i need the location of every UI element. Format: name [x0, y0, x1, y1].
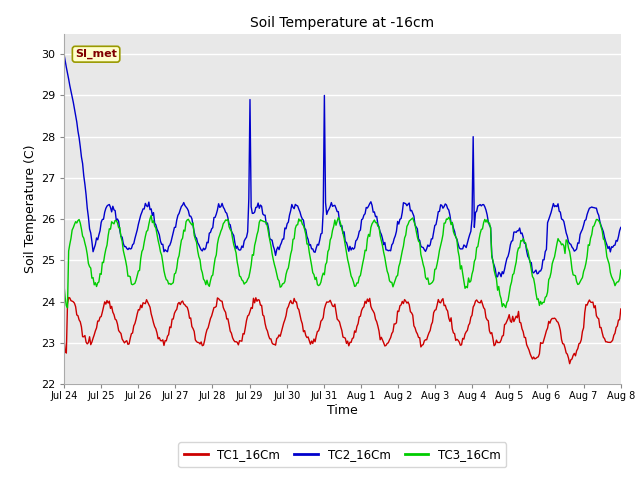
X-axis label: Time: Time — [327, 404, 358, 417]
Y-axis label: Soil Temperature (C): Soil Temperature (C) — [24, 144, 36, 273]
Title: Soil Temperature at -16cm: Soil Temperature at -16cm — [250, 16, 435, 30]
Text: SI_met: SI_met — [75, 49, 117, 60]
Legend: TC1_16Cm, TC2_16Cm, TC3_16Cm: TC1_16Cm, TC2_16Cm, TC3_16Cm — [179, 443, 506, 467]
